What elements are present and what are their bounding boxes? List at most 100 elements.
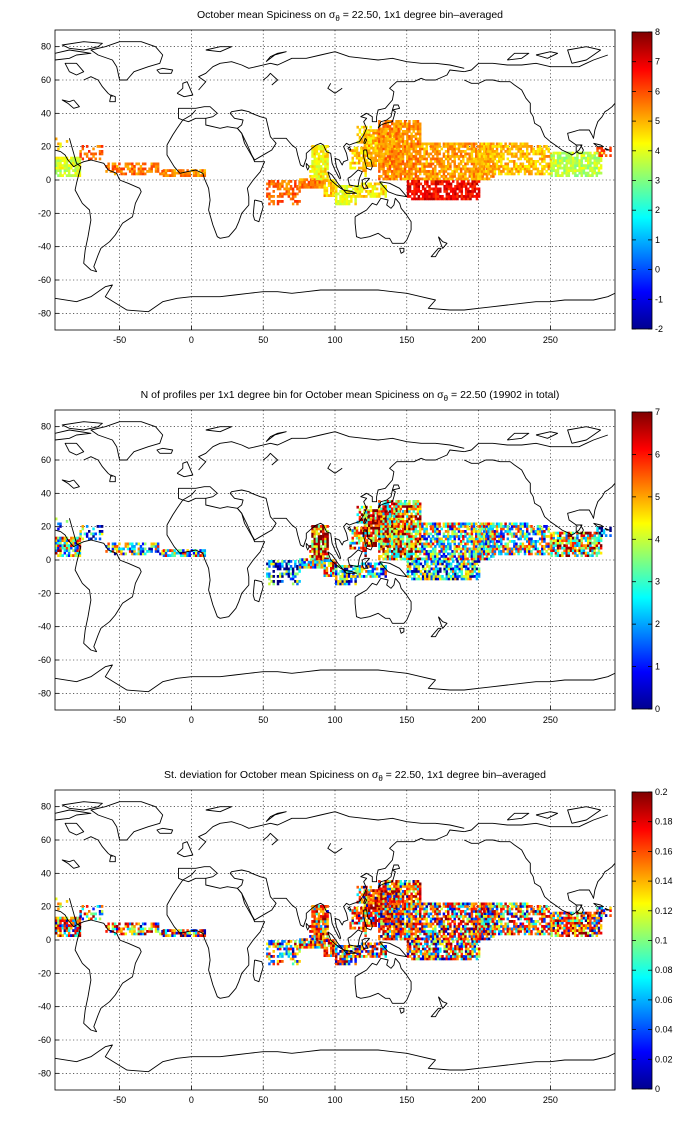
data-bin: [550, 541, 553, 545]
data-bin: [332, 561, 335, 565]
data-bin: [421, 542, 424, 546]
data-bin: [451, 175, 454, 178]
data-bin: [447, 557, 450, 561]
data-bin: [472, 147, 476, 151]
data-bin: [311, 555, 314, 558]
data-bin: [580, 156, 583, 160]
data-bin: [92, 155, 95, 158]
data-bin: [425, 522, 428, 526]
data-bin: [487, 540, 490, 543]
data-bin: [425, 557, 428, 561]
data-bin: [335, 580, 338, 583]
data-bin: [367, 192, 370, 196]
data-bin: [266, 192, 269, 196]
data-bin: [167, 554, 170, 557]
data-bin: [268, 195, 271, 198]
data-bin: [459, 540, 463, 543]
data-bin: [395, 157, 398, 161]
data-bin: [399, 517, 403, 521]
data-bin: [571, 164, 575, 167]
data-bin: [576, 154, 579, 157]
data-bin: [382, 135, 385, 138]
data-bin: [335, 192, 338, 196]
data-bin: [495, 535, 499, 538]
data-bin: [156, 167, 160, 171]
data-bin: [341, 202, 344, 206]
data-bin: [355, 154, 359, 157]
data-bin: [326, 145, 329, 148]
data-bin: [354, 187, 357, 191]
data-bin: [397, 555, 400, 558]
data-bin: [374, 511, 377, 515]
data-bin: [171, 551, 174, 555]
data-bin: [584, 544, 588, 547]
data-bin: [436, 530, 439, 533]
coastline: [64, 62, 85, 76]
data-bin: [270, 560, 273, 563]
data-bin: [389, 539, 393, 542]
data-bin: [363, 129, 367, 132]
data-bin: [457, 167, 461, 171]
data-bin: [186, 174, 189, 177]
data-bin: [536, 527, 540, 531]
data-bin: [156, 162, 160, 166]
data-bin: [413, 180, 416, 183]
data-bin: [319, 170, 323, 173]
data-bin: [393, 150, 396, 153]
data-bin: [584, 539, 588, 542]
data-bin: [482, 162, 486, 166]
data-bin: [417, 570, 421, 573]
data-bin: [281, 182, 284, 186]
data-bin: [541, 532, 544, 536]
data-bin: [423, 530, 426, 533]
data-bin: [478, 540, 482, 543]
data-bin: [313, 532, 316, 536]
data-bin: [380, 532, 383, 536]
data-bin: [401, 170, 405, 173]
data-bin: [368, 514, 371, 517]
data-bin: [55, 551, 58, 555]
data-bin: [532, 547, 535, 551]
data-bin: [376, 136, 380, 140]
data-bin: [324, 525, 327, 528]
data-bin: [595, 171, 599, 175]
data-bin: [323, 186, 326, 190]
data-bin: [173, 549, 176, 552]
data-bin: [425, 177, 428, 181]
data-bin: [444, 170, 448, 173]
data-bin: [478, 525, 482, 528]
data-bin: [508, 167, 512, 171]
data-bin: [315, 157, 319, 161]
data-bin: [347, 580, 351, 583]
data-bin: [171, 174, 174, 177]
data-bin: [508, 532, 512, 536]
data-bin: [303, 558, 306, 562]
data-bin: [382, 162, 385, 166]
data-bin: [438, 552, 441, 556]
data-bin: [410, 545, 413, 548]
data-bin: [477, 530, 480, 533]
data-bin: [530, 150, 533, 153]
data-bin: [508, 142, 512, 146]
data-bin: [133, 547, 136, 551]
data-bin: [534, 160, 538, 163]
data-bin: [510, 527, 514, 531]
data-bin: [561, 159, 564, 162]
data-bin: [360, 149, 363, 152]
data-bin: [289, 187, 293, 191]
data-bin: [162, 549, 166, 552]
data-bin: [276, 185, 280, 188]
data-bin: [386, 552, 390, 556]
data-bin: [478, 147, 482, 151]
data-bin: [411, 180, 414, 183]
data-bin: [532, 150, 535, 153]
data-bin: [517, 530, 520, 533]
data-bin: [281, 572, 284, 576]
data-bin: [268, 565, 271, 568]
data-bin: [475, 552, 478, 556]
data-bin: [372, 139, 375, 142]
data-bin: [528, 167, 531, 171]
data-bin: [534, 532, 538, 536]
data-bin: [429, 175, 433, 178]
data-bin: [485, 527, 489, 531]
